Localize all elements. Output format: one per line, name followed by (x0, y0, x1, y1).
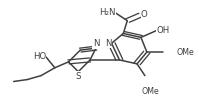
Text: N: N (105, 39, 112, 48)
Text: HO: HO (33, 53, 46, 61)
Text: O: O (141, 10, 148, 19)
Text: OH: OH (157, 26, 170, 35)
Text: OMe: OMe (142, 87, 160, 96)
Text: S: S (76, 72, 81, 81)
Text: OMe: OMe (176, 48, 194, 57)
Text: H₂N: H₂N (99, 8, 115, 17)
Text: N: N (93, 39, 99, 48)
